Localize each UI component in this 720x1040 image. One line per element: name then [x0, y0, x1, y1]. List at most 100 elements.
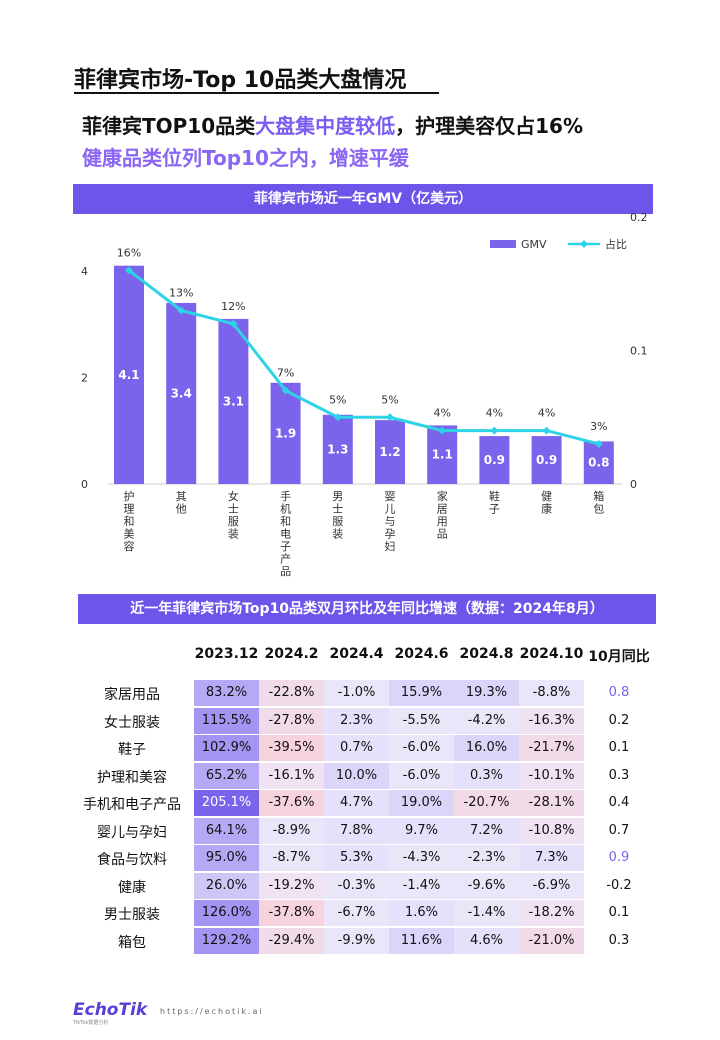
- share-percent-label: 12%: [221, 300, 245, 313]
- growth-cell: 7.8%: [324, 817, 389, 844]
- growth-cell: -8.8%: [519, 680, 584, 706]
- gmv-bar-value-label: 1.2: [379, 445, 400, 459]
- share-point: [229, 319, 238, 328]
- gmv-bar-value-label: 1.3: [327, 442, 348, 456]
- gmv-bar-value-label: 0.9: [536, 453, 557, 467]
- growth-cell: 19.0%: [389, 790, 454, 816]
- echotik-logo: EchoTik: [73, 1000, 148, 1020]
- growth-cell: 4.7%: [324, 790, 389, 816]
- growth-cell: -1.4%: [389, 872, 454, 899]
- headline: 菲律宾TOP10品类大盘集中度较低，护理美容仅占16%: [82, 110, 583, 139]
- y2-tick-label: 0.1: [630, 345, 648, 358]
- growth-cell: 0.7%: [324, 735, 389, 761]
- share-point: [125, 266, 133, 275]
- row-label: 手机和电子产品: [83, 797, 181, 813]
- y2-tick-label: 0: [630, 478, 637, 491]
- category-label-char: 男: [332, 490, 343, 503]
- row-label: 男士服装: [104, 907, 160, 923]
- category-label-char: 婴: [385, 490, 396, 503]
- headline-part-c: ，护理美容仅占16%: [395, 114, 584, 138]
- echotik-logo-subtitle: TikTok数据分析: [73, 1020, 109, 1026]
- share-point: [333, 413, 342, 422]
- gmv-bar: [218, 318, 249, 484]
- gmv-bar: [166, 302, 197, 484]
- share-line: [128, 269, 600, 446]
- legend-gmv-label: GMV: [521, 238, 547, 251]
- gmv-chart-title: 菲律宾市场近一年GMV（亿美元）: [73, 184, 653, 214]
- growth-cell: 129.2%: [194, 927, 259, 954]
- growth-cell: -4.2%: [454, 707, 519, 734]
- yoy-value: 0.1: [608, 740, 630, 755]
- column-header: 10月同比: [588, 649, 650, 665]
- share-point: [542, 426, 551, 435]
- category-label-char: 鞋: [489, 489, 500, 503]
- page-title: 菲律宾市场-Top 10品类大盘情况: [74, 68, 407, 93]
- growth-cell: -0.3%: [324, 872, 389, 899]
- category-label-char: 美: [124, 528, 135, 541]
- category-label-char: 装: [228, 528, 239, 541]
- category-label-char: 产: [280, 552, 291, 566]
- growth-cell: -9.9%: [324, 927, 389, 954]
- category-label-char: 品: [280, 565, 291, 578]
- share-point: [490, 426, 499, 435]
- growth-cell: 15.9%: [389, 680, 454, 706]
- growth-cell: 65.2%: [194, 762, 259, 789]
- gmv-bar: [270, 382, 301, 484]
- category-label-char: 护: [124, 489, 135, 503]
- row-label: 家居用品: [104, 687, 160, 703]
- gmv-bar: [114, 265, 144, 484]
- row-label: 女士服装: [104, 714, 160, 731]
- growth-cell: -16.3%: [519, 707, 584, 734]
- column-header: 2024.2: [264, 646, 319, 662]
- category-label-char: 他: [176, 503, 187, 516]
- category-label-char: 包: [593, 503, 604, 516]
- gmv-bar: [427, 425, 458, 484]
- growth-cell: -10.1%: [519, 762, 584, 789]
- yoy-value: 0.7: [608, 822, 630, 838]
- share-point: [594, 439, 603, 448]
- growth-cell: -28.1%: [519, 790, 584, 816]
- category-label-char: 妇: [385, 540, 396, 553]
- row-label: 箱包: [118, 934, 146, 951]
- gmv-bar: [531, 436, 562, 484]
- share-percent-label: 4%: [433, 407, 450, 420]
- growth-cell: -19.2%: [259, 872, 324, 899]
- growth-cell: -37.6%: [259, 790, 324, 816]
- share-percent-label: 3%: [590, 420, 607, 433]
- row-label: 婴儿与孕妇: [97, 824, 167, 841]
- category-label-char: 服: [332, 515, 343, 528]
- growth-cell: 7.2%: [454, 817, 519, 844]
- title-underline: [74, 92, 439, 94]
- gmv-bar: [583, 441, 614, 484]
- category-label-char: 箱: [593, 489, 604, 503]
- growth-cell: -21.7%: [519, 735, 584, 761]
- legend-share-label: 占比: [605, 237, 627, 251]
- category-label-char: 机: [280, 502, 291, 516]
- gmv-bar-value-label: 3.1: [223, 394, 244, 408]
- share-point: [438, 426, 447, 435]
- gmv-bar-value-label: 3.4: [171, 386, 192, 400]
- category-label-char: 士: [228, 503, 239, 516]
- category-label-char: 子: [489, 503, 500, 516]
- share-percent-label: 4%: [486, 407, 503, 420]
- gmv-bar-value-label: 4.1: [118, 368, 139, 382]
- growth-cell: -27.8%: [259, 707, 324, 734]
- category-label-char: 其: [176, 490, 187, 503]
- growth-cell: 95.0%: [194, 845, 259, 871]
- column-header: 2023.12: [194, 646, 259, 662]
- share-percent-label: 7%: [277, 367, 294, 380]
- growth-cell: 64.1%: [194, 817, 259, 844]
- growth-cell: -18.2%: [519, 900, 584, 926]
- category-label-char: 和: [280, 515, 291, 528]
- y2-tick-label: 0.2: [630, 211, 648, 224]
- category-label-char: 家: [437, 489, 448, 503]
- column-header: 2024.10: [519, 646, 584, 662]
- growth-cell: 102.9%: [194, 735, 259, 761]
- growth-cell: -4.3%: [389, 845, 454, 871]
- growth-cell: -1.0%: [324, 680, 389, 706]
- category-label-char: 儿: [385, 503, 396, 516]
- growth-cell: 9.7%: [389, 817, 454, 844]
- category-label-char: 女: [228, 489, 239, 503]
- growth-cell: -6.9%: [519, 872, 584, 899]
- growth-cell: 4.6%: [454, 927, 519, 954]
